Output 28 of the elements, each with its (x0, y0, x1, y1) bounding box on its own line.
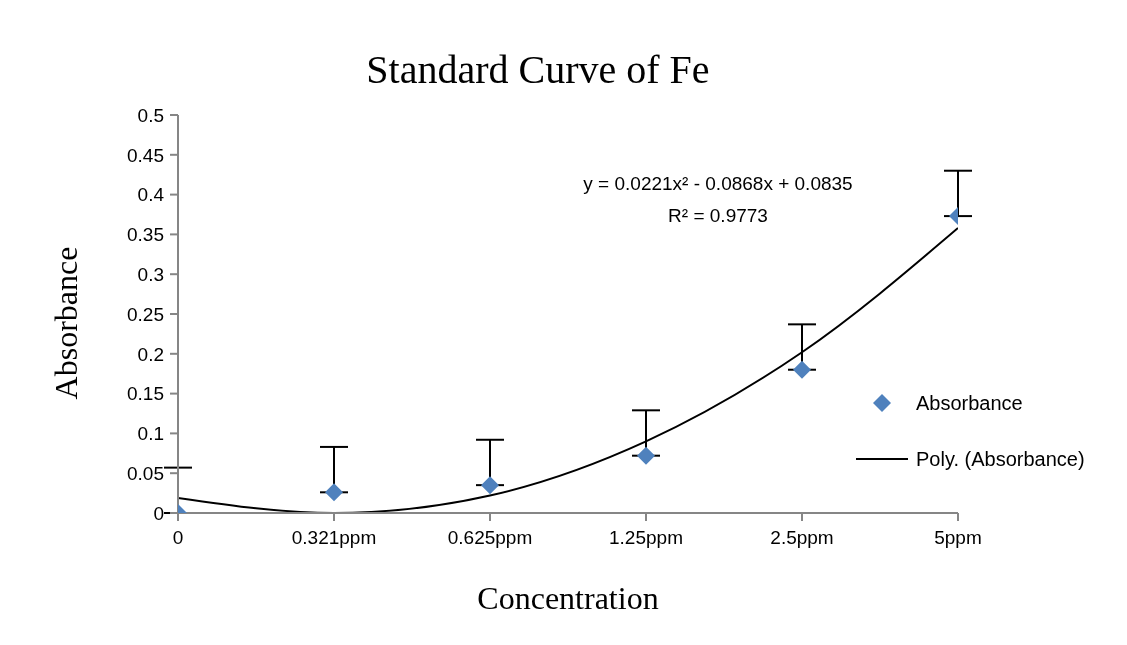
x-tick-label: 1.25ppm (609, 527, 683, 549)
legend-label: Absorbance (916, 391, 1023, 415)
x-tick-label: 0.321ppm (291, 527, 377, 549)
chart-title: Standard Curve of Fe (365, 46, 711, 93)
point (481, 476, 499, 495)
y-tick-label: 0.05 (127, 462, 164, 484)
y-tick-label: 0.2 (137, 343, 164, 365)
annotation: y = 0.0221x² - 0.0868x + 0.0835 (582, 172, 854, 196)
x-tick-label: 0 (172, 527, 184, 549)
y-tick-label: 0.5 (137, 104, 164, 126)
x-tick-label: 0.625ppm (447, 527, 533, 549)
point (793, 360, 811, 379)
y-axis-title: Absorbance (47, 246, 85, 400)
x-tick-label: 2.5ppm (770, 527, 834, 549)
x-axis-title: Concentration (476, 580, 660, 617)
y-tick-label: 0.1 (137, 423, 164, 445)
x-tick-label: 5ppm (934, 527, 982, 549)
y-tick-label: 0.3 (137, 263, 164, 285)
y-tick-label: 0 (153, 502, 164, 524)
y-tick-label: 0.35 (127, 224, 164, 246)
y-tick-label: 0.25 (127, 303, 164, 325)
point (637, 446, 655, 465)
point (325, 483, 343, 502)
annotation: R² = 0.9773 (667, 204, 769, 228)
y-tick-label: 0.4 (137, 184, 165, 206)
legend-label: Poly. (Absorbance) (916, 447, 1085, 471)
y-tick-label: 0.15 (127, 383, 164, 405)
y-tick-label: 0.45 (127, 144, 164, 166)
